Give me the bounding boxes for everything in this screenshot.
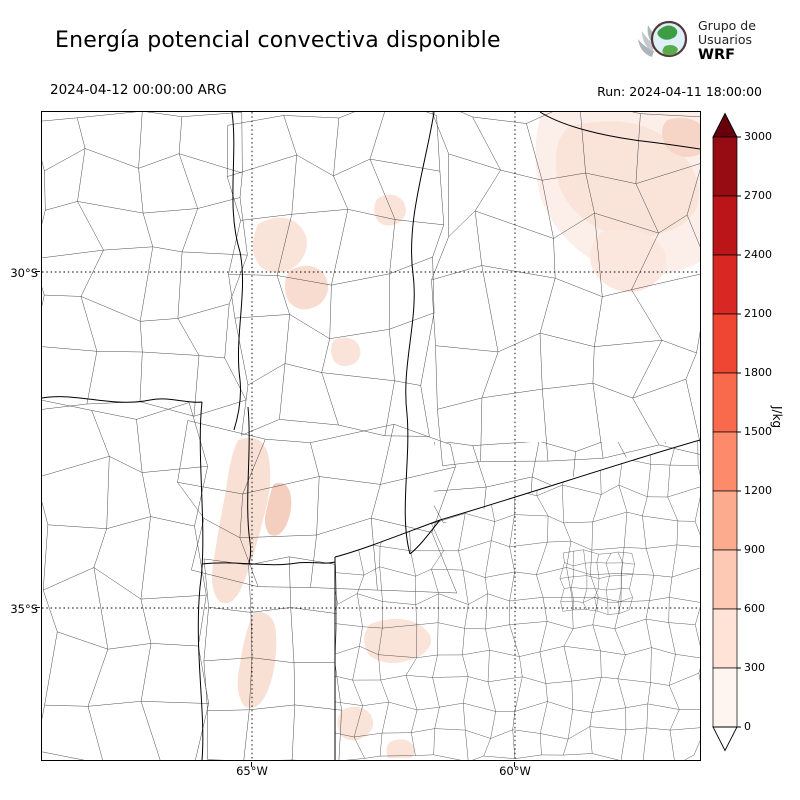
logo-text-line2: Usuarios (698, 31, 753, 47)
axis-tick (35, 271, 40, 273)
colorbar-segment (712, 195, 738, 256)
colorbar-segment (712, 136, 738, 197)
colorbar-segment (712, 313, 738, 374)
cape-map (42, 112, 700, 760)
colorbar-tick-label: 2400 (744, 248, 772, 261)
colorbar-tick-label: 3000 (744, 130, 772, 143)
colorbar (712, 112, 741, 752)
lat-label-30s: 30°S (10, 266, 38, 280)
lon-label-60w: 60°W (499, 764, 531, 778)
valid-time-label: 2024-04-12 00:00:00 ARG (50, 82, 227, 98)
colorbar-segment (712, 431, 738, 492)
cape-shading (212, 112, 700, 758)
logo-globe-ring (651, 21, 687, 57)
wrf-logo: Grupo de Usuarios WRF (636, 13, 756, 69)
page-title: Energía potencial convectiva disponible (55, 28, 501, 53)
province-borders (42, 112, 700, 760)
logo-text: Grupo de Usuarios WRF (698, 17, 756, 63)
lon-label-65w: 65°W (236, 764, 268, 778)
colorbar-segment (712, 608, 738, 669)
colorbar-tick-label: 1800 (744, 366, 772, 379)
colorbar-segment (712, 372, 738, 433)
colorbar-segment (712, 254, 738, 315)
colorbar-tick-label: 0 (744, 720, 751, 733)
colorbar-tick-label: 600 (744, 602, 765, 615)
colorbar-segment (712, 490, 738, 551)
logo-text-line3: WRF (698, 46, 736, 63)
colorbar-segment (712, 667, 738, 728)
logo-continent-shape (662, 45, 678, 56)
colorbar-tick-label: 1500 (744, 425, 772, 438)
logo-continent-shape (657, 25, 678, 40)
admin-boundaries (42, 112, 700, 760)
colorbar-tick-label: 300 (744, 661, 765, 674)
axis-tick (35, 607, 40, 609)
colorbar-tick-label: 2700 (744, 189, 772, 202)
colorbar-unit: J/kg (770, 406, 784, 429)
colorbar-tick-label: 2100 (744, 307, 772, 320)
wrf-globe-icon (638, 20, 688, 58)
graticule (42, 112, 700, 760)
axis-tick (251, 762, 253, 767)
map-layers (42, 112, 700, 760)
colorbar-tick-label: 900 (744, 543, 765, 556)
run-time-label: Run: 2024-04-11 18:00:00 (597, 84, 762, 99)
colorbar-under-arrow (712, 726, 738, 752)
axis-tick (514, 762, 516, 767)
colorbar-over-arrow (712, 112, 738, 138)
logo-wing-shape (638, 39, 654, 57)
logo-text-line1: Grupo de (698, 17, 756, 33)
map-panel (41, 111, 701, 761)
lat-label-35s: 35°S (10, 602, 38, 616)
colorbar-ticks (737, 136, 741, 728)
colorbar-segment (712, 549, 738, 610)
colorbar-tick-label: 1200 (744, 484, 772, 497)
